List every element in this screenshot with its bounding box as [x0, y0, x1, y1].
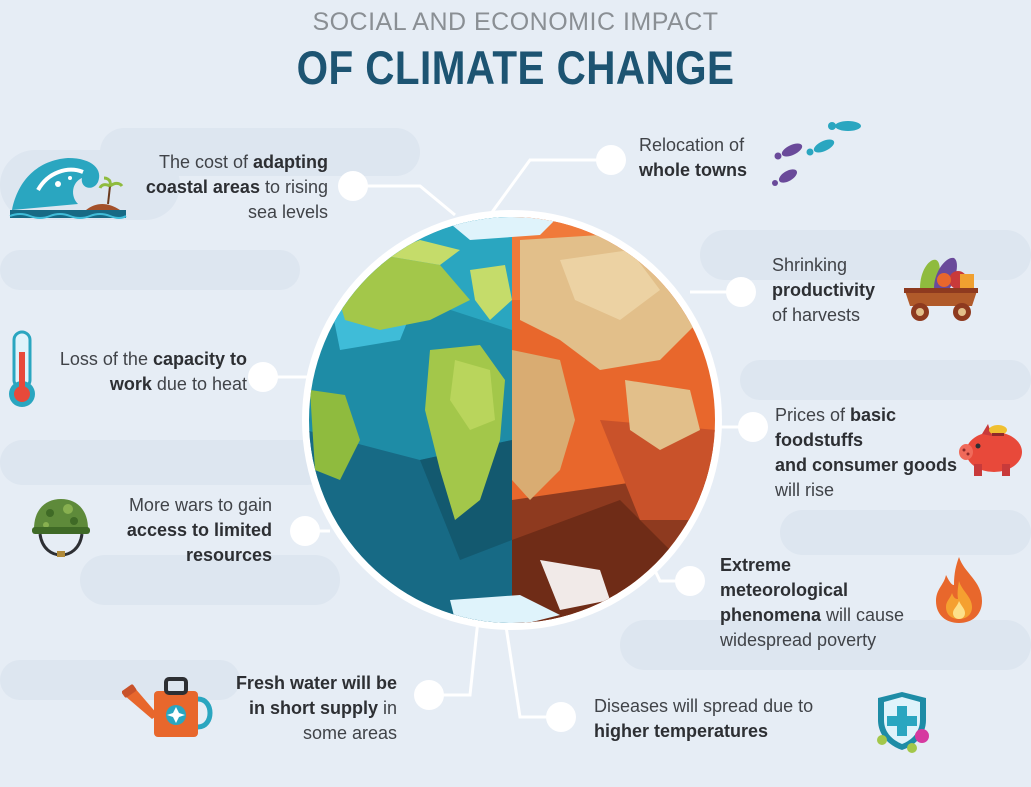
- connector-dot: [675, 566, 705, 596]
- background-cloud: [740, 360, 1031, 400]
- globe: [302, 210, 722, 630]
- background-cloud: [780, 510, 1031, 555]
- watering-can-icon: [122, 677, 213, 737]
- connector-dot: [726, 277, 756, 307]
- footprints-icon: [772, 121, 861, 186]
- label-wars: More wars to gain access to limited reso…: [126, 495, 272, 565]
- connector-dot: [596, 145, 626, 175]
- helmet-icon: [32, 499, 90, 557]
- label-heat: Loss of the capacity to work due to heat: [59, 349, 247, 394]
- wave-icon: [9, 158, 127, 219]
- page-title: OF CLIMATE CHANGE: [296, 41, 735, 94]
- label-water: Fresh water will be in short supply in s…: [235, 673, 397, 743]
- label-relocation: Relocation of whole towns: [639, 135, 747, 180]
- connector-dot: [738, 412, 768, 442]
- connector-dot: [248, 362, 278, 392]
- connector-dot: [338, 171, 368, 201]
- connector-dot: [546, 702, 576, 732]
- background-cloud: [620, 620, 1031, 670]
- connector-dot: [290, 516, 320, 546]
- label-diseases: Diseases will spread due to higher tempe…: [594, 696, 814, 741]
- label-harvests: Shrinking productivity of harvests: [772, 255, 876, 325]
- thermometer-icon: [9, 330, 35, 407]
- connector-dot: [414, 680, 444, 710]
- fire-icon: [936, 557, 982, 623]
- connector-dots: [248, 145, 768, 732]
- label-prices: Prices of basic foodstuffs and consumer …: [775, 405, 958, 500]
- background-cloud: [80, 555, 340, 605]
- cart-icon: [904, 257, 978, 321]
- background-cloud: [0, 660, 240, 700]
- label-coastal: The cost of adapting coastal areas to ri…: [145, 152, 328, 222]
- background-cloud: [700, 230, 1031, 280]
- piggy-bank-icon: [959, 424, 1022, 476]
- background-cloud: [0, 440, 330, 485]
- label-extreme: Extreme meteorological phenomena will ca…: [720, 555, 905, 650]
- background-cloud: [0, 250, 300, 290]
- shield-virus-icon: [877, 692, 929, 753]
- subtitle: SOCIAL AND ECONOMIC IMPACT: [312, 8, 719, 36]
